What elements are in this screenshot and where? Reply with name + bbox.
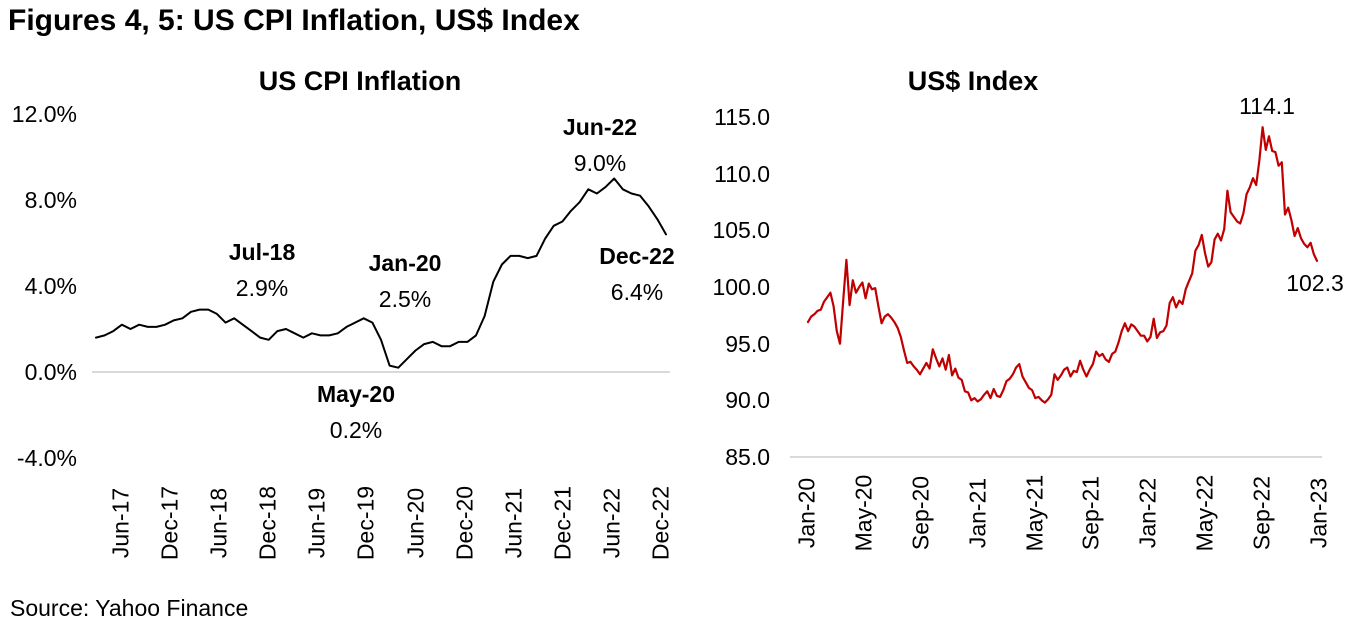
dxy-x-tick-label: Sep-20 <box>907 475 934 551</box>
annotation-jun-22: Jun-22 9.0% <box>563 109 637 181</box>
annotation-jan-20: Jan-20 2.5% <box>369 245 442 317</box>
cpi-y-tick-label: 8.0% <box>24 187 77 213</box>
annotation-date-label: Dec-22 <box>599 243 675 269</box>
dxy-x-tick-label: May-20 <box>850 474 877 552</box>
cpi-x-tick-label: Jun-22 <box>598 487 625 559</box>
dxy-x-tick-label: Sep-21 <box>1077 475 1104 551</box>
cpi-x-tick-label: Dec-22 <box>647 485 674 561</box>
annotation-date-label: Jan-20 <box>368 250 442 276</box>
dxy-x-tick-label: May-21 <box>1021 474 1048 552</box>
cpi-x-tick-label: Jun-18 <box>205 487 232 559</box>
dxy-x-tick-label: Jan-23 <box>1305 477 1332 549</box>
cpi-x-tick-label: Dec-19 <box>352 485 379 561</box>
cpi-x-tick-label: Dec-17 <box>156 485 183 561</box>
dxy-x-tick-label: Jan-20 <box>793 477 820 549</box>
annotation-date-label: Jun-22 <box>562 114 638 140</box>
annotation-value-label: 2.9% <box>235 275 289 301</box>
annotation-value-label: 102.3 <box>1286 270 1344 296</box>
annotation-value-label: 0.2% <box>329 417 383 443</box>
annotation-date-label: Jul-18 <box>228 239 296 265</box>
annotation-114-1: 114.1 <box>1239 88 1295 124</box>
source-note: Source: Yahoo Finance <box>10 595 249 621</box>
annotation-date-label: May-20 <box>317 381 395 407</box>
dxy-y-tick-label: 110.0 <box>714 160 770 187</box>
annotation-dec-22: Dec-22 6.4% <box>599 238 674 310</box>
annotation-value-label: 114.1 <box>1239 93 1295 119</box>
dxy-chart-title: US$ Index <box>907 66 1039 96</box>
cpi-chart-title: US CPI Inflation <box>258 66 462 96</box>
cpi-x-tick-label: Jun-20 <box>402 487 429 559</box>
figure-title: Figures 4, 5: US CPI Inflation, US$ Inde… <box>8 4 580 37</box>
dxy-x-tick-label: May-22 <box>1191 474 1218 552</box>
annotation-jul-18: Jul-18 2.9% <box>229 234 295 306</box>
annotation-value-label: 6.4% <box>610 279 664 305</box>
annotation-102-3: 102.3 <box>1286 265 1344 301</box>
cpi-x-tick-label: Dec-21 <box>549 485 576 561</box>
dxy-x-tick-label: Sep-22 <box>1248 475 1275 551</box>
annotation-value-label: 2.5% <box>378 286 432 312</box>
cpi-x-tick-label: Jun-19 <box>303 487 330 559</box>
dxy-y-tick-label: 105.0 <box>712 217 770 244</box>
dxy-y-tick-label: 85.0 <box>725 444 770 470</box>
dxy-series-line <box>806 126 1319 404</box>
annotation-may-20: May-20 0.2% <box>317 376 395 448</box>
cpi-x-tick-label: Jun-21 <box>500 487 527 559</box>
dxy-y-tick-label: 95.0 <box>725 330 770 357</box>
cpi-y-tick-label: 0.0% <box>24 359 77 385</box>
dxy-y-tick-label: 90.0 <box>725 387 770 414</box>
cpi-x-tick-label: Jun-17 <box>107 487 134 559</box>
cpi-x-tick-label: Dec-18 <box>254 485 281 561</box>
annotation-value-label: 9.0% <box>573 150 627 176</box>
cpi-x-tick-label: Dec-20 <box>451 485 478 561</box>
dxy-x-tick-label: Jan-22 <box>1134 477 1161 549</box>
dxy-y-tick-label: 100.0 <box>712 274 770 300</box>
dxy-y-tick-label: 115.0 <box>714 104 770 130</box>
dxy-x-tick-label: Jan-21 <box>964 477 991 549</box>
cpi-y-tick-label: -4.0% <box>16 445 77 471</box>
cpi-y-tick-label: 4.0% <box>24 273 77 299</box>
cpi-y-tick-label: 12.0% <box>11 101 77 127</box>
